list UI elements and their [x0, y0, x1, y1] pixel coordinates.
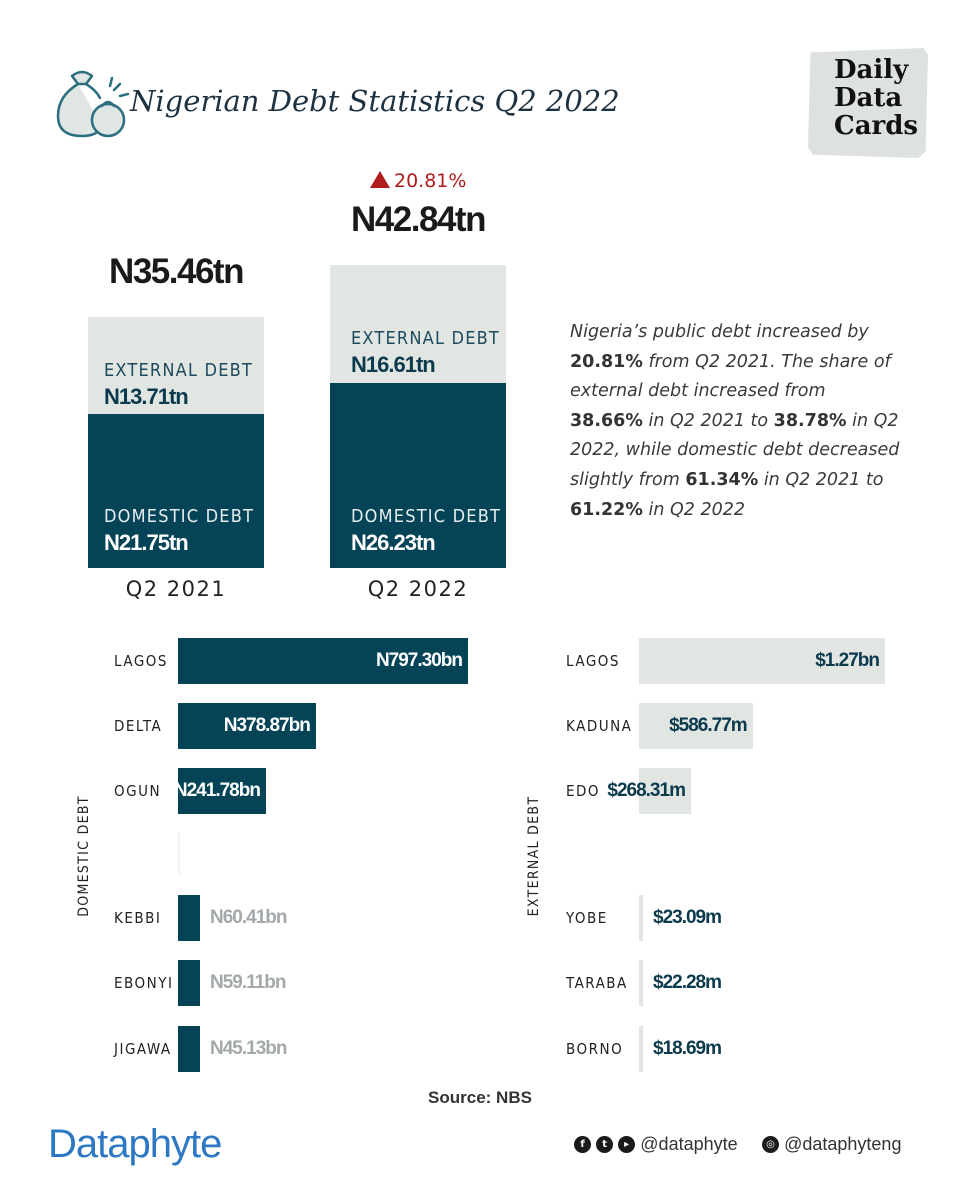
state-label-edo: EDO: [566, 782, 601, 800]
state-label-yobe: YOBE: [566, 909, 608, 927]
daily-data-cards-text: Daily Data Cards: [834, 56, 918, 140]
bar-value-taraba: $22.28m: [653, 972, 722, 993]
bar-value-edo: $268.31m: [607, 780, 686, 801]
external-debt-segment-q2-2021: [88, 317, 264, 415]
state-label-kebbi: KEBBI: [114, 909, 162, 927]
state-label-delta: DELTA: [114, 717, 163, 735]
bar-delta: [178, 703, 316, 749]
bar-value-kaduna: $586.77m: [669, 715, 748, 736]
narrative-highlight: 61.22%: [570, 499, 643, 520]
bar-value-lagos: N797.30bn: [375, 650, 463, 671]
daily-data-cards-badge: [808, 48, 928, 158]
bar-kebbi: [178, 895, 200, 941]
bar-value-ogun: N241.78bn: [173, 780, 261, 801]
axis-gap-marker: [178, 832, 180, 874]
state-label-lagos: LAGOS: [566, 652, 620, 670]
external-debt-value-q2-2022: N16.61tn: [351, 352, 436, 377]
external-debt-axis-label: EXTERNAL DEBT: [526, 795, 542, 917]
bar-yobe: [639, 895, 643, 941]
money-bag-icon: [52, 66, 132, 146]
bar-ebonyi: [178, 960, 200, 1006]
narrative-highlight: 38.78%: [773, 410, 847, 431]
bar-value-delta: N378.87bn: [223, 715, 311, 736]
handle-dataphyte[interactable]: @dataphyte: [640, 1134, 738, 1154]
source-note: Source: NBS: [428, 1088, 532, 1107]
period-label-q2-2021: Q2 2021: [125, 577, 227, 601]
card-line-3: Cards: [834, 111, 919, 141]
period-label-q2-2022: Q2 2022: [367, 577, 469, 601]
domestic-debt-axis-label: DOMESTIC DEBT: [76, 795, 92, 917]
bar-jigawa: [178, 1026, 200, 1072]
narrative-part: in Q2 2022, while domestic debt decrease…: [570, 410, 900, 490]
bar-value-jigawa: N45.13bn: [210, 1038, 287, 1059]
external-debt-value-q2-2021: N13.71tn: [104, 384, 189, 409]
bar-kaduna: [639, 703, 753, 749]
external-debt-segment-q2-2022: [330, 265, 506, 383]
domestic-debt-value-q2-2021: N21.75tn: [104, 530, 189, 555]
total-q2-2021: N35.46tn: [109, 252, 244, 291]
social-handle-group-2: ◎ @dataphyteng: [762, 1134, 901, 1155]
domestic-debt-segment-q2-2021: [88, 414, 264, 568]
bar-taraba: [639, 960, 643, 1006]
narrative-part: from Q2 2021. The share of external debt…: [570, 351, 891, 402]
change-value: 20.81%: [394, 170, 467, 192]
narrative-part: in Q2 2021 to: [642, 410, 774, 431]
card-line-2: Data: [834, 83, 903, 113]
facebook-icon[interactable]: f: [574, 1136, 591, 1153]
bar-value-lagos: $1.27bn: [815, 650, 880, 671]
bar-value-yobe: $23.09m: [653, 907, 722, 928]
narrative-part: in Q2 2022: [642, 499, 745, 520]
up-triangle-icon: [370, 171, 390, 188]
narrative-part: in Q2 2021 to: [758, 469, 884, 490]
bar-ogun: [178, 768, 266, 814]
narrative-highlight: 38.66%: [570, 410, 643, 431]
instagram-icon[interactable]: ◎: [762, 1136, 779, 1153]
social-handle-group-1: f t ▸ @dataphyte: [574, 1134, 738, 1155]
bar-edo: [639, 768, 691, 814]
state-label-kaduna: KADUNA: [566, 717, 633, 735]
external-debt-label-q2-2021: EXTERNAL DEBT: [104, 360, 254, 381]
dataphyte-logo: Dataphyte: [48, 1122, 222, 1166]
bar-value-ebonyi: N59.11bn: [210, 972, 286, 993]
narrative-part: Nigeria’s public debt increased by: [570, 322, 869, 342]
bar-lagos: [178, 638, 468, 684]
state-label-jigawa: JIGAWA: [114, 1040, 172, 1058]
external-debt-label-q2-2022: EXTERNAL DEBT: [351, 328, 501, 349]
bar-value-kebbi: N60.41bn: [210, 907, 287, 928]
narrative-highlight: 61.34%: [685, 469, 759, 490]
state-label-lagos: LAGOS: [114, 652, 168, 670]
state-label-ogun: OGUN: [114, 782, 162, 800]
domestic-debt-segment-q2-2022: [330, 382, 506, 568]
domestic-debt-value-q2-2022: N26.23tn: [351, 530, 436, 555]
bar-value-borno: $18.69m: [653, 1038, 722, 1059]
state-label-taraba: TARABA: [566, 974, 628, 992]
state-label-ebonyi: EBONYI: [114, 974, 174, 992]
page-title: Nigerian Debt Statistics Q2 2022: [130, 84, 620, 118]
card-line-1: Daily: [834, 55, 909, 85]
total-q2-2022: N42.84tn: [351, 200, 486, 239]
twitter-icon[interactable]: t: [596, 1136, 614, 1153]
bar-lagos: [639, 638, 885, 684]
state-label-borno: BORNO: [566, 1040, 624, 1058]
narrative-highlight: 20.81%: [570, 351, 643, 372]
change-indicator: 20.81%: [370, 170, 466, 192]
narrative-text: Nigeria’s public debt increased by 20.81…: [570, 318, 900, 525]
youtube-icon[interactable]: ▸: [618, 1136, 636, 1153]
bar-borno: [639, 1026, 643, 1072]
handle-dataphyteng[interactable]: @dataphyteng: [784, 1134, 902, 1154]
domestic-debt-label-q2-2021: DOMESTIC DEBT: [104, 506, 255, 527]
domestic-debt-label-q2-2022: DOMESTIC DEBT: [351, 506, 502, 527]
